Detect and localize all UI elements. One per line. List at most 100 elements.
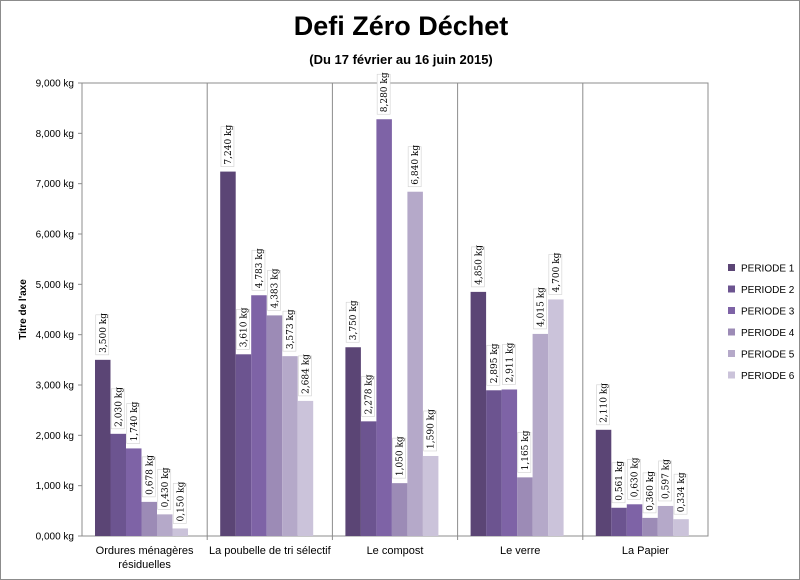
y-tick-label: 2,000 kg bbox=[36, 431, 74, 442]
data-label: 2,030 kg bbox=[110, 387, 125, 430]
data-label-text: 7,240 kg bbox=[224, 125, 234, 165]
bar bbox=[376, 119, 392, 537]
y-tick-label: 9,000 kg bbox=[36, 79, 74, 90]
bar bbox=[626, 504, 643, 536]
data-label-text: 1,165 kg bbox=[521, 430, 531, 470]
data-label: 2,684 kg bbox=[298, 354, 312, 397]
data-label-text: 4,700 kg bbox=[552, 252, 562, 292]
category-label: Ordures ménagères bbox=[96, 545, 194, 557]
data-label-box bbox=[627, 458, 641, 500]
y-tick-label: 0,000 kg bbox=[36, 532, 74, 543]
data-label: 3,500 kg bbox=[95, 313, 110, 356]
data-label-text: 3,573 kg bbox=[286, 309, 296, 349]
data-label-box bbox=[673, 473, 688, 515]
data-label-text: 4,783 kg bbox=[255, 248, 265, 288]
data-label: 0,150 kg bbox=[172, 481, 187, 524]
y-tick-label: 1,000 kg bbox=[36, 481, 74, 492]
data-label: 4,015 kg bbox=[533, 287, 547, 330]
data-label-box bbox=[220, 126, 235, 167]
data-label: 0,360 kg bbox=[642, 471, 657, 514]
data-label-text: 0,150 kg bbox=[176, 481, 186, 521]
data-label-box bbox=[95, 314, 110, 356]
legend-label: PERIODE 3 bbox=[741, 307, 795, 318]
data-label: 4,850 kg bbox=[471, 245, 485, 288]
data-label-box bbox=[251, 249, 266, 291]
bar bbox=[422, 455, 439, 536]
data-label: 0,430 kg bbox=[157, 467, 172, 510]
legend-swatch bbox=[728, 264, 735, 271]
data-label-text: 0,430 kg bbox=[161, 467, 171, 507]
data-label-text: 4,383 kg bbox=[270, 268, 280, 308]
data-label-box bbox=[345, 301, 360, 343]
data-label: 6,840 kg bbox=[407, 145, 422, 188]
y-tick-label: 6,000 kg bbox=[36, 230, 74, 241]
data-label: 0,678 kg bbox=[141, 455, 156, 498]
legend-label: PERIODE 4 bbox=[741, 328, 795, 339]
bar bbox=[391, 483, 408, 536]
data-label-text: 2,684 kg bbox=[301, 354, 311, 394]
bar bbox=[611, 507, 627, 536]
data-label-box bbox=[236, 308, 250, 350]
bar bbox=[95, 359, 111, 536]
data-label-text: 2,030 kg bbox=[114, 387, 124, 427]
data-label-text: 1,590 kg bbox=[427, 409, 437, 449]
bar bbox=[501, 389, 518, 536]
data-label-text: 6,840 kg bbox=[411, 145, 421, 185]
legend-swatch bbox=[728, 371, 735, 379]
data-label: 2,895 kg bbox=[486, 343, 501, 386]
data-label: 3,610 kg bbox=[236, 307, 250, 350]
bar bbox=[297, 400, 314, 536]
bar bbox=[220, 171, 236, 536]
bar bbox=[517, 477, 533, 536]
category-label: Le compost bbox=[367, 545, 424, 557]
data-label-text: 3,610 kg bbox=[239, 307, 249, 347]
bar bbox=[595, 429, 612, 536]
bar bbox=[548, 299, 564, 536]
y-tick-label: 4,000 kg bbox=[36, 330, 74, 341]
bar bbox=[141, 501, 157, 536]
data-label-box bbox=[361, 376, 375, 417]
data-label: 8,280 kg bbox=[376, 72, 391, 115]
data-label: 0,597 kg bbox=[658, 459, 672, 502]
data-label: 0,561 kg bbox=[611, 461, 626, 504]
data-label-box bbox=[298, 355, 312, 397]
category-label: La poubelle de tri sélectif bbox=[209, 545, 332, 557]
data-label-text: 0,678 kg bbox=[145, 455, 155, 495]
legend-swatch bbox=[728, 285, 735, 293]
data-label-text: 3,750 kg bbox=[349, 300, 359, 340]
legend-swatch bbox=[728, 328, 735, 336]
data-label-box bbox=[423, 410, 437, 452]
data-label: 1,590 kg bbox=[423, 409, 437, 452]
data-label-text: 0,561 kg bbox=[615, 461, 625, 501]
data-label-box bbox=[267, 270, 281, 311]
chart-subtitle: (Du 17 février au 16 juin 2015) bbox=[309, 52, 493, 67]
bar bbox=[532, 333, 549, 536]
data-label: 2,911 kg bbox=[502, 342, 516, 385]
data-label: 4,700 kg bbox=[548, 252, 563, 295]
legend-swatch bbox=[728, 350, 735, 357]
data-label-box bbox=[141, 456, 156, 498]
data-label-text: 8,280 kg bbox=[380, 72, 390, 112]
data-label-box bbox=[642, 472, 657, 514]
data-label-text: 4,015 kg bbox=[536, 287, 546, 327]
data-label: 0,630 kg bbox=[627, 457, 641, 500]
bar bbox=[486, 390, 502, 536]
data-label-box bbox=[172, 483, 187, 524]
data-label-box bbox=[110, 388, 125, 430]
data-label-text: 2,895 kg bbox=[490, 343, 500, 383]
bar bbox=[407, 191, 423, 536]
bar bbox=[266, 315, 283, 536]
data-label-box bbox=[126, 403, 141, 444]
data-label: 1,050 kg bbox=[392, 436, 406, 479]
data-label-box bbox=[502, 344, 516, 385]
data-label-box bbox=[471, 246, 485, 288]
data-label-box bbox=[486, 344, 501, 386]
bar bbox=[235, 354, 252, 536]
data-label-text: 0,360 kg bbox=[646, 471, 656, 511]
data-label: 1,740 kg bbox=[126, 401, 141, 444]
data-label-text: 0,597 kg bbox=[662, 459, 672, 499]
data-label-box bbox=[548, 254, 563, 295]
data-label-text: 3,500 kg bbox=[99, 313, 109, 353]
y-tick-label: 3,000 kg bbox=[36, 381, 74, 392]
